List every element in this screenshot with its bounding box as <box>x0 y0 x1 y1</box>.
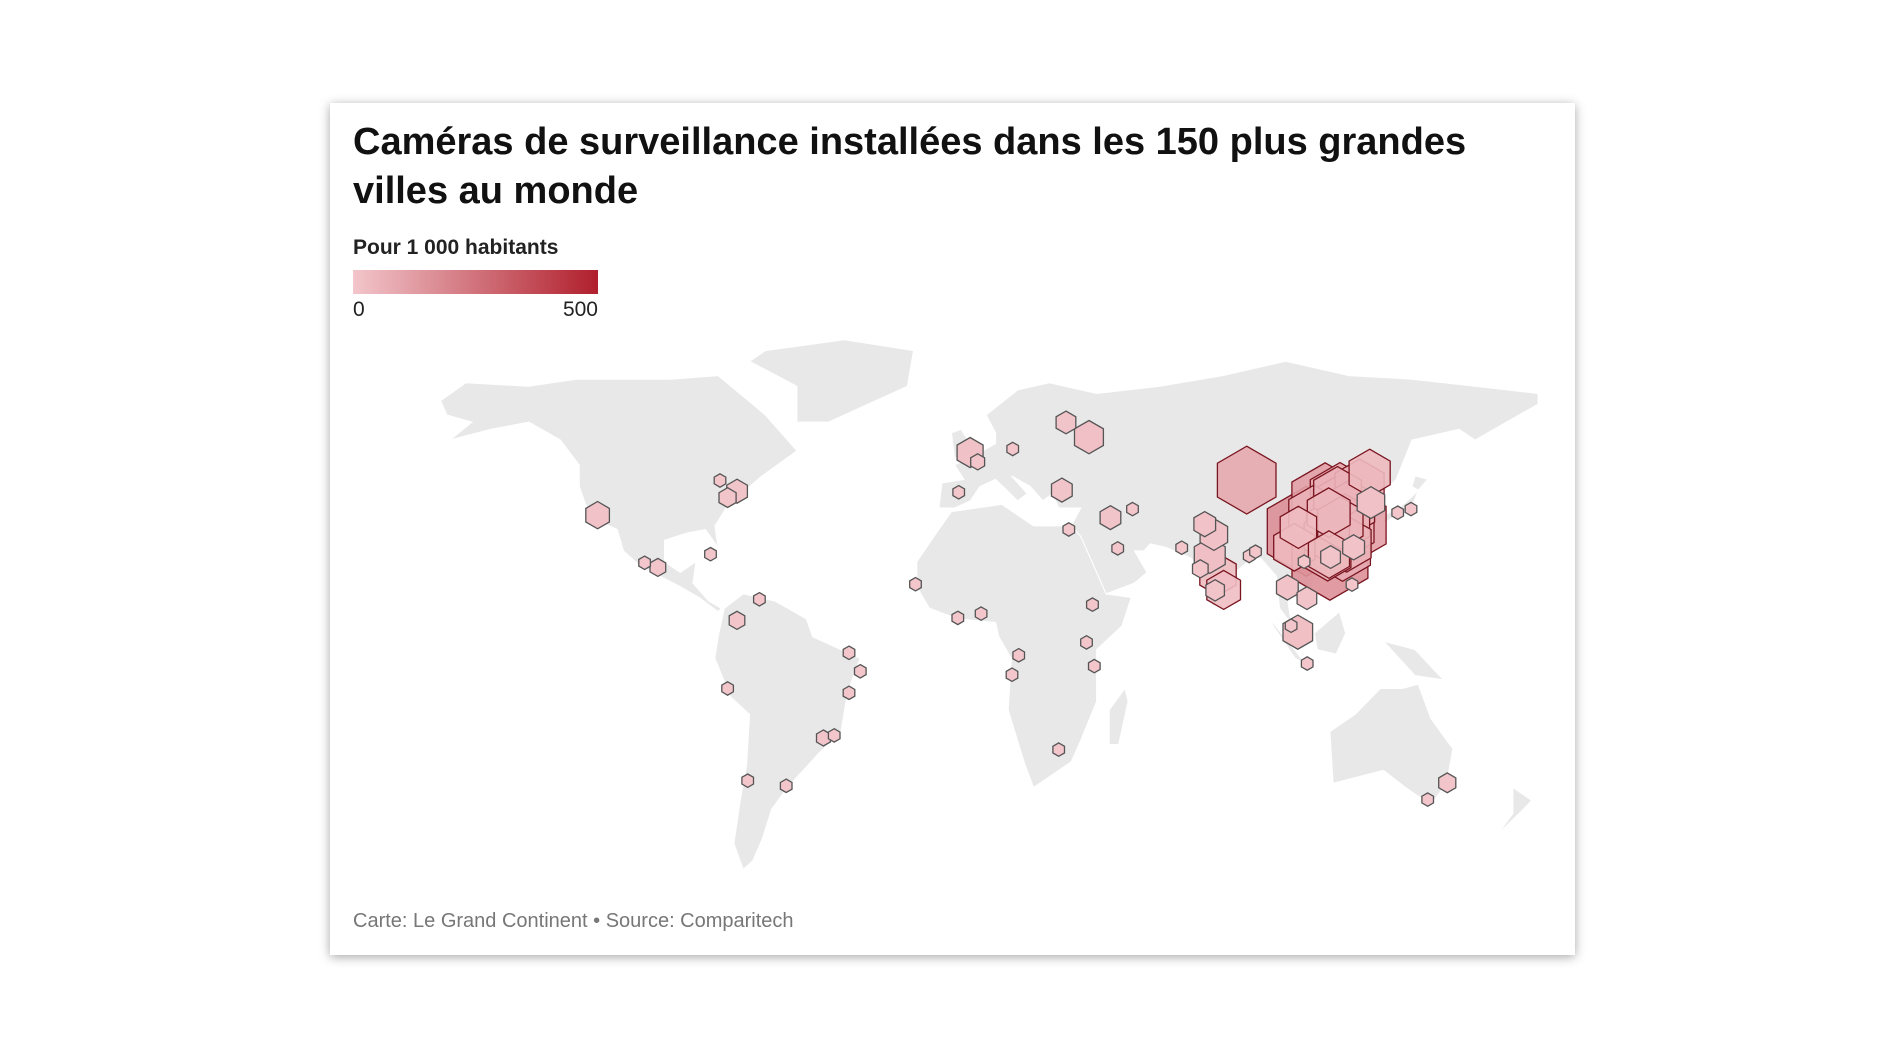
land <box>748 339 915 423</box>
legend-tick-label: 0 <box>353 298 365 321</box>
city-hexagon <box>713 473 727 488</box>
city-hexagon <box>1216 445 1277 515</box>
city-hexagon <box>752 591 766 607</box>
city-hexagon <box>1191 559 1209 579</box>
city-hexagon <box>1275 574 1299 601</box>
land <box>1269 618 1306 664</box>
city-hexagon <box>1284 618 1298 634</box>
city-hexagon <box>1087 658 1101 674</box>
city-hexagon <box>1062 522 1076 537</box>
city-hexagon <box>1099 504 1122 531</box>
land <box>916 503 1132 789</box>
city-hexagon <box>741 773 755 789</box>
city-hexagon <box>1126 501 1139 517</box>
city-hexagon <box>842 685 856 701</box>
city-hexagon <box>1342 534 1366 561</box>
city-hexagon <box>1249 544 1262 560</box>
city-hexagon <box>909 576 922 592</box>
city-hexagon <box>1052 742 1066 758</box>
land <box>439 375 798 613</box>
city-hexagon <box>1111 540 1125 556</box>
city-hexagon <box>1421 792 1435 808</box>
city-hexagon <box>649 557 667 578</box>
land <box>714 593 861 871</box>
city-hexagon <box>1404 501 1418 517</box>
land <box>1313 610 1347 655</box>
city-hexagon <box>1300 656 1314 671</box>
city-hexagon <box>704 546 717 562</box>
city-hexagon <box>970 453 986 471</box>
city-hexagon <box>718 486 737 509</box>
title: Caméras de surveillance installées dans … <box>353 121 1467 212</box>
city-hexagon <box>1296 586 1318 611</box>
city-hexagon <box>1050 477 1073 503</box>
city-hexagon <box>779 778 793 794</box>
city-hexagon <box>1193 510 1217 538</box>
city-hexagon <box>1012 647 1026 663</box>
city-hexagon <box>638 555 652 571</box>
city-hexagon <box>585 500 611 530</box>
land <box>1496 786 1533 836</box>
city-hexagon <box>728 610 746 631</box>
city-hexagon <box>1297 554 1311 570</box>
city-hexagon <box>1438 772 1457 794</box>
land <box>1381 640 1445 681</box>
legend-gradient <box>353 270 598 294</box>
city-hexagon <box>974 606 988 622</box>
city-hexagon <box>842 645 856 661</box>
city-hexagon <box>1356 485 1386 520</box>
city-hexagon <box>1005 667 1019 683</box>
land <box>1329 683 1454 806</box>
source: Carte: Le Grand Continent • Source: Comp… <box>353 910 794 932</box>
city-hexagon <box>1175 540 1189 556</box>
city-hexagon <box>721 681 735 696</box>
city-hexagon <box>853 663 867 679</box>
land <box>1108 687 1129 745</box>
city-hexagon <box>1080 634 1093 650</box>
city-hexagon <box>1085 597 1099 613</box>
city-hexagon <box>1391 505 1405 521</box>
city-hexagon <box>951 610 965 626</box>
city-hexagon <box>1055 410 1077 435</box>
city-hexagon <box>1006 441 1020 457</box>
city-hexagon <box>1279 505 1318 550</box>
city-hexagon <box>827 727 841 743</box>
legend-tick-label: 500 <box>562 298 598 321</box>
city-hexagon <box>952 484 966 500</box>
city-hexagon <box>1320 544 1342 570</box>
city-hexagon <box>1345 577 1359 593</box>
city-hexagon <box>1205 578 1226 602</box>
legend-title: Pour 1 000 habitants <box>353 236 559 259</box>
